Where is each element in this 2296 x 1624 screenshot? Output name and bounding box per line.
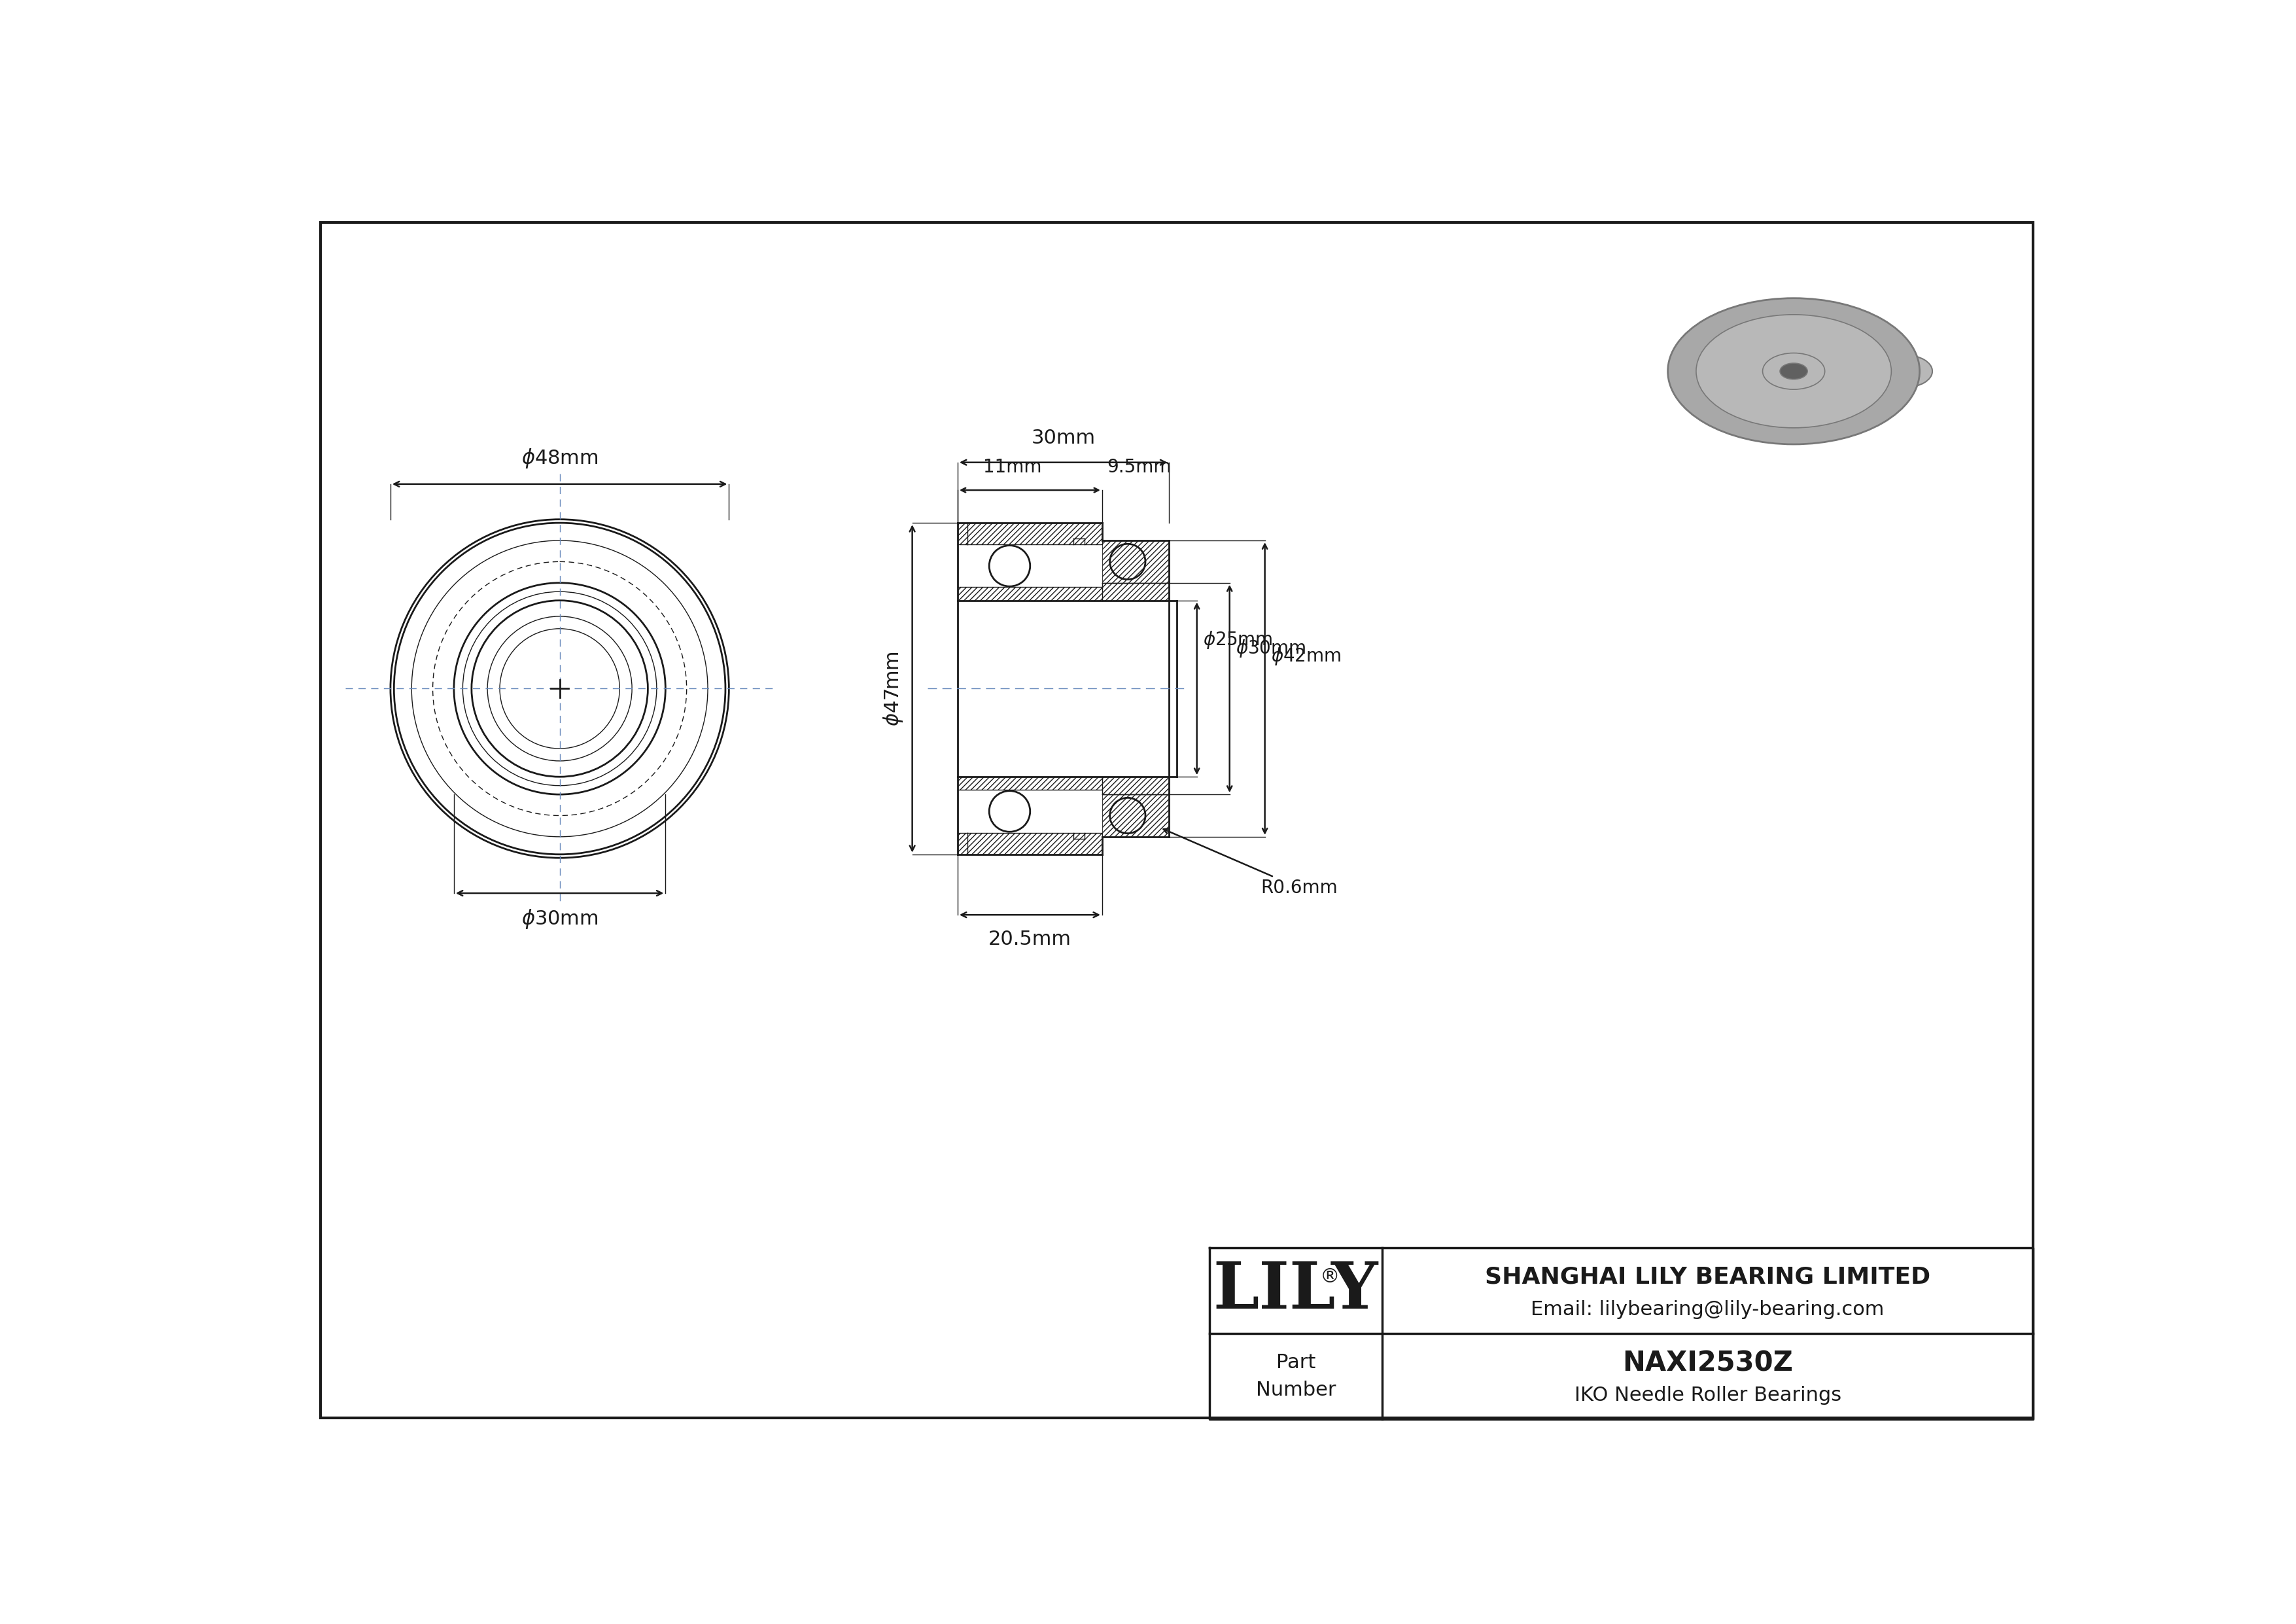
Ellipse shape: [1779, 364, 1807, 380]
Text: 11mm: 11mm: [983, 458, 1042, 476]
Bar: [1102, 776, 1169, 794]
Bar: [957, 588, 1102, 601]
Bar: [1102, 794, 1169, 836]
Ellipse shape: [1667, 299, 1919, 445]
Ellipse shape: [1763, 352, 1825, 390]
Bar: [967, 833, 1102, 854]
Bar: [967, 523, 1102, 544]
Bar: [1102, 541, 1169, 583]
Bar: [957, 776, 1102, 789]
Text: ®: ®: [1320, 1267, 1341, 1286]
Ellipse shape: [1892, 364, 1917, 378]
Text: NAXI2530Z: NAXI2530Z: [1623, 1350, 1793, 1377]
Bar: [957, 523, 967, 544]
Text: $\phi$48mm: $\phi$48mm: [521, 447, 599, 469]
Text: 30mm: 30mm: [1031, 429, 1095, 447]
Text: $\phi$47mm: $\phi$47mm: [882, 651, 905, 726]
Text: Email: lilybearing@lily-bearing.com: Email: lilybearing@lily-bearing.com: [1531, 1301, 1885, 1319]
Text: Part
Number: Part Number: [1256, 1353, 1336, 1400]
Text: $\phi$30mm: $\phi$30mm: [521, 908, 599, 931]
Ellipse shape: [1697, 315, 1892, 427]
Bar: [957, 833, 967, 854]
Text: $\phi$42mm: $\phi$42mm: [1272, 646, 1341, 666]
Text: 20.5mm: 20.5mm: [987, 931, 1072, 948]
Text: $\phi$25mm: $\phi$25mm: [1203, 630, 1272, 651]
Ellipse shape: [1876, 356, 1933, 388]
Bar: [1102, 583, 1169, 601]
Text: SHANGHAI LILY BEARING LIMITED: SHANGHAI LILY BEARING LIMITED: [1486, 1265, 1931, 1288]
Text: LILY: LILY: [1212, 1259, 1378, 1322]
Text: IKO Needle Roller Bearings: IKO Needle Roller Bearings: [1575, 1385, 1841, 1405]
Text: R0.6mm: R0.6mm: [1164, 828, 1339, 896]
Text: $\phi$30mm: $\phi$30mm: [1235, 638, 1306, 659]
Text: 9.5mm: 9.5mm: [1107, 458, 1171, 476]
